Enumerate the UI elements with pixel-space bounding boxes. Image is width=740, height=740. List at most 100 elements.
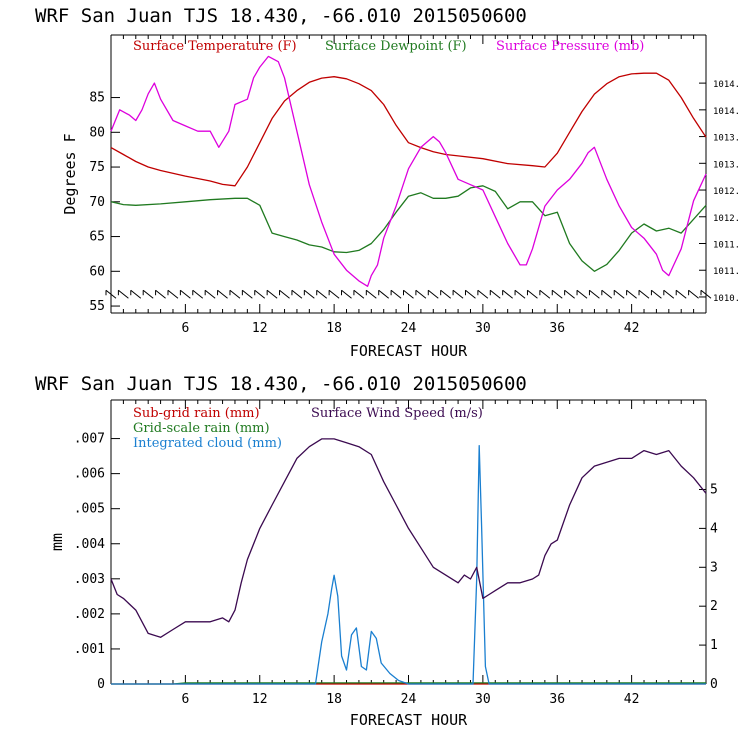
wind-barb-staff (403, 289, 414, 299)
x-tick-label: 24 (401, 692, 417, 707)
wind-barb-staff (192, 289, 204, 299)
series-line-surface-pressure (110, 55, 707, 287)
y-axis-label: mm (48, 533, 66, 551)
wind-barb-staff (390, 289, 402, 299)
wind-barb-staff (651, 289, 662, 299)
wind-barb-staff (204, 289, 216, 299)
x-tick-label: 6 (181, 321, 189, 336)
wind-barbs-row (105, 289, 712, 299)
y-tick-label: 0 (97, 677, 105, 692)
wind-barb-staff (118, 289, 129, 299)
wind-barb-staff (700, 289, 712, 299)
legend-entry-sub-grid-rain: Sub-grid rain (mm) (133, 406, 260, 421)
wind-barb-staff (601, 289, 613, 299)
wind-barb-staff (465, 289, 476, 299)
wind-barb-staff (328, 289, 340, 299)
wind-barb-staff (180, 289, 191, 299)
series-line-surface-dewpoint (110, 185, 707, 272)
wind-barb-staff (514, 289, 526, 299)
wind-barb-staff (638, 289, 650, 299)
precip-wind-chart-panel: WRF San Juan TJS 18.430, -66.010 2015050… (35, 373, 718, 729)
x-tick-label: 12 (252, 692, 268, 707)
y2-tick-label: 4 (710, 521, 718, 536)
wind-barb-staff (564, 289, 575, 299)
legend-entry-surface-pressure: Surface Pressure (mb) (496, 39, 644, 54)
y-tick-label: 70 (89, 195, 105, 210)
y2-tick-label: 1011.0 (713, 267, 740, 277)
legend-entry-surface-temperature: Surface Temperature (F) (133, 39, 297, 54)
y-tick-label: .006 (74, 467, 105, 482)
x-tick-label: 30 (475, 321, 491, 336)
y-tick-label: .001 (74, 642, 105, 657)
y-tick-label: 75 (89, 160, 105, 175)
wind-barb-staff (551, 289, 563, 299)
y2-tick-label: 1 (710, 638, 718, 653)
wind-barb-staff (626, 289, 637, 299)
y-axis-label: Degrees F (61, 133, 79, 214)
y-tick-label: 60 (89, 264, 105, 279)
wind-barb-staff (142, 289, 154, 299)
chart-title: WRF San Juan TJS 18.430, -66.010 2015050… (35, 373, 527, 395)
wind-barb-staff (378, 289, 390, 299)
y-tick-label: .007 (74, 432, 105, 447)
wind-barb-staff (291, 289, 303, 299)
wind-barb-staff (539, 289, 551, 299)
x-tick-label: 30 (475, 692, 491, 707)
y-tick-label: 55 (89, 299, 105, 314)
y2-tick-label: 1012.5 (713, 187, 740, 197)
wind-barb-staff (217, 289, 228, 299)
wind-barb-staff (353, 289, 365, 299)
x-tick-label: 24 (401, 321, 417, 336)
wind-barb-staff (266, 289, 278, 299)
wind-barb-staff (489, 289, 501, 299)
wind-barb-staff (304, 289, 315, 299)
wind-barb-staff (155, 289, 166, 299)
x-tick-label: 42 (624, 692, 640, 707)
wind-barb-staff (663, 289, 675, 299)
surface-chart-panel: WRF San Juan TJS 18.430, -66.010 2015050… (35, 5, 740, 360)
y2-tick-label: 1011.5 (713, 241, 740, 251)
wind-barb-staff (477, 289, 489, 299)
wind-barb-staff (576, 289, 588, 299)
wind-barb-staff (341, 289, 352, 299)
legend-entry-integrated-cloud: Integrated cloud (mm) (133, 436, 282, 451)
y-tick-label: .002 (74, 607, 105, 622)
wind-barb-staff (366, 289, 377, 299)
x-axis-label: FORECAST HOUR (350, 711, 468, 729)
wind-barb-staff (415, 289, 427, 299)
x-tick-label: 18 (326, 321, 342, 336)
wind-barb-staff (130, 289, 142, 299)
x-tick-label: 36 (549, 321, 565, 336)
x-tick-label: 42 (624, 321, 640, 336)
x-tick-label: 18 (326, 692, 342, 707)
wind-barb-staff (427, 289, 439, 299)
x-tick-label: 12 (252, 321, 268, 336)
wind-barb-staff (440, 289, 451, 299)
y2-tick-label: 1010.5 (713, 294, 740, 304)
y2-tick-label: 5 (710, 482, 718, 497)
y2-tick-label: 1014.5 (713, 80, 740, 90)
wind-barb-staff (527, 289, 538, 299)
y2-tick-label: 1013.0 (713, 160, 740, 170)
wind-barb-staff (688, 289, 699, 299)
series-line-surface-temperature (110, 72, 707, 187)
wind-barb-staff (613, 289, 625, 299)
wind-barb-staff (242, 289, 253, 299)
y-tick-label: .004 (74, 537, 105, 552)
wind-barb-staff (105, 289, 117, 299)
y2-tick-label: 1014.0 (713, 107, 740, 117)
y2-tick-label: 0 (710, 677, 718, 692)
wind-barb-staff (452, 289, 464, 299)
series-line-integrated-cloud (111, 444, 706, 685)
wind-barb-staff (589, 289, 600, 299)
wind-barb-staff (675, 289, 687, 299)
y-tick-label: 85 (89, 91, 105, 106)
y2-tick-label: 3 (710, 560, 718, 575)
wind-barb-staff (316, 289, 328, 299)
legend-entry-grid-scale-rain: Grid-scale rain (mm) (133, 421, 270, 436)
y-tick-label: 65 (89, 230, 105, 245)
y2-tick-label: 2 (710, 599, 718, 614)
y-tick-label: .005 (74, 502, 105, 517)
x-tick-label: 36 (549, 692, 565, 707)
